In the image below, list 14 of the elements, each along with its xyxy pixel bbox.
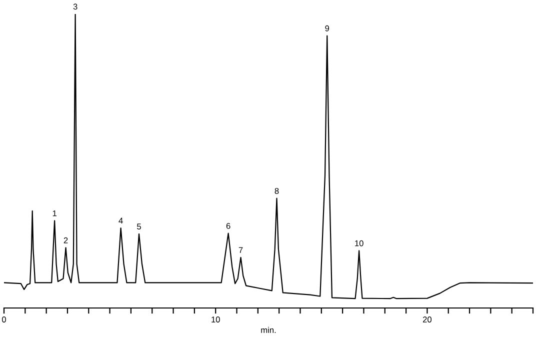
annotation: 5 (137, 224, 141, 230)
annotation: 8 (274, 188, 279, 194)
x-tick-label: 0 (2, 316, 6, 322)
annotation: 4 (118, 218, 123, 224)
x-axis-title: min. (261, 326, 276, 333)
annotation: 3 (73, 4, 78, 10)
annotation: 2 (64, 237, 68, 244)
annotation: 6 (226, 223, 230, 229)
x-tick-label: 10 (212, 316, 220, 322)
annotation: 1 (52, 210, 56, 216)
annotation: 10 (355, 240, 364, 246)
x-tick-label: 20 (422, 316, 432, 322)
annotation: 9 (325, 25, 330, 32)
annotation: 7 (238, 247, 243, 253)
